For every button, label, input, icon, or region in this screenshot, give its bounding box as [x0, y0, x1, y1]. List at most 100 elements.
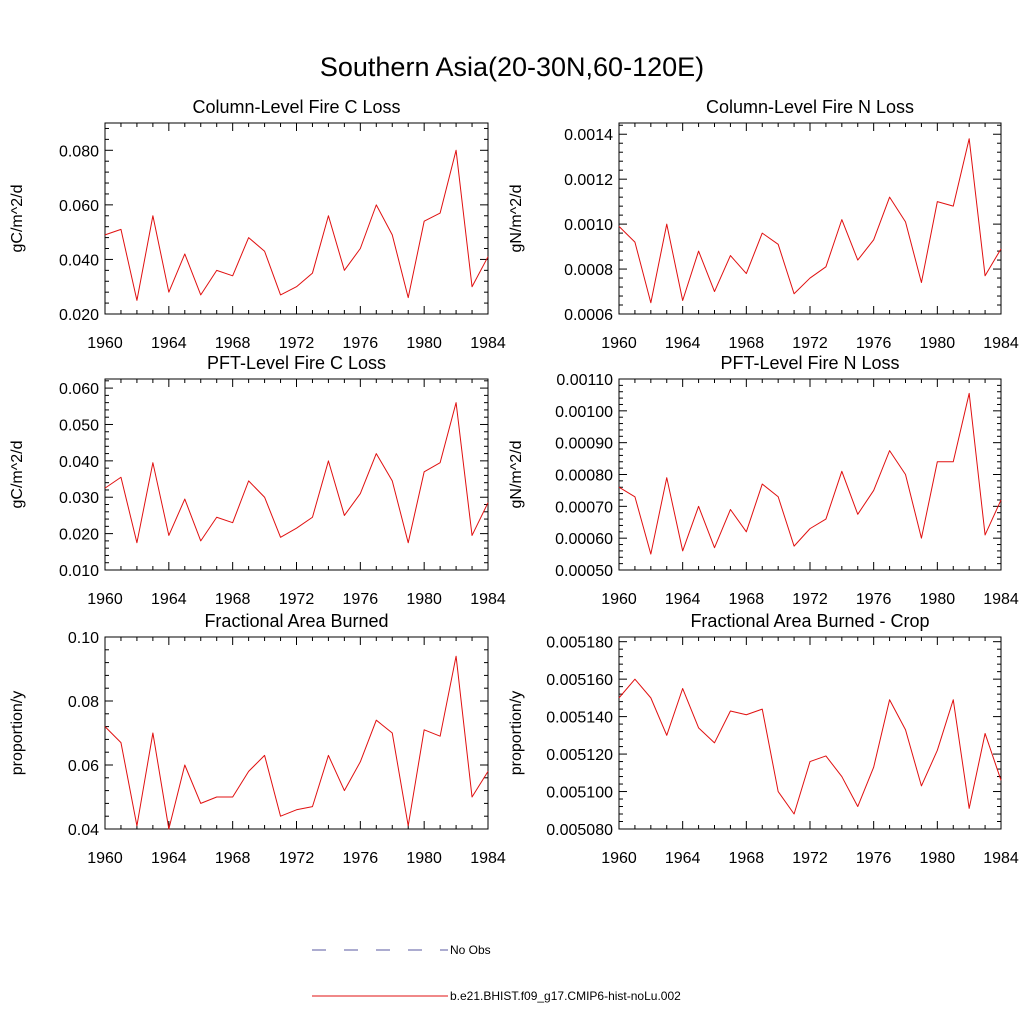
y-tick-label: 0.0008: [564, 262, 613, 279]
x-tick-label: 1960: [87, 591, 123, 608]
x-tick-label: 1980: [920, 335, 956, 352]
figure-title: Southern Asia(20-30N,60-120E): [320, 52, 704, 82]
plot-frame: [104, 636, 489, 830]
x-tick-label: 1980: [406, 591, 442, 608]
y-tick-label: 0.00100: [555, 404, 613, 421]
y-axis-label: gC/m^2/d: [9, 441, 26, 509]
x-tick-label: 1968: [215, 591, 251, 608]
x-tick-label: 1964: [665, 850, 701, 867]
y-tick-label: 0.0006: [564, 307, 613, 324]
y-tick-label: 0.020: [59, 307, 99, 324]
y-tick-label: 0.005140: [546, 710, 613, 727]
y-tick-label: 0.00110: [556, 372, 613, 389]
x-tick-label: 1984: [983, 591, 1019, 608]
y-tick-label: 0.060: [59, 381, 99, 398]
x-tick-label: 1960: [601, 335, 637, 352]
legend-obs-label: No Obs: [450, 943, 491, 957]
panel-title: Fractional Area Burned: [204, 611, 388, 631]
x-tick-label: 1976: [856, 591, 892, 608]
y-tick-label: 0.00050: [555, 563, 613, 580]
x-tick-label: 1968: [729, 591, 765, 608]
x-tick-label: 1964: [665, 335, 701, 352]
y-tick-label: 0.00090: [555, 436, 613, 453]
y-tick-label: 0.080: [59, 143, 99, 160]
legend: No Obs b.e21.BHIST.f09_g17.CMIP6-hist-no…: [312, 943, 681, 1003]
x-tick-label: 1964: [151, 591, 187, 608]
x-tick-label: 1984: [983, 850, 1019, 867]
panels-group: 1960 1964 1968 1972 1976 1980 1984 0.020 0.040 0.…: [9, 97, 1019, 867]
panel-title: Fractional Area Burned - Crop: [690, 611, 929, 631]
x-tick-label: 1968: [729, 335, 765, 352]
x-tick-label: 1972: [792, 591, 828, 608]
y-tick-label: 0.040: [59, 252, 99, 269]
x-tick-label: 1968: [215, 335, 251, 352]
panel-title: PFT-Level Fire C Loss: [207, 353, 386, 373]
y-tick-label: 0.040: [59, 454, 99, 471]
x-tick-label: 1980: [920, 850, 956, 867]
x-tick-label: 1984: [470, 591, 506, 608]
y-tick-label: 0.00070: [555, 499, 613, 516]
panel-title: Column-Level Fire N Loss: [706, 97, 914, 117]
y-tick-label: 0.060: [59, 198, 99, 215]
x-tick-label: 1984: [470, 335, 506, 352]
x-tick-label: 1972: [279, 850, 315, 867]
x-tick-label: 1960: [87, 335, 123, 352]
y-axis-label: proportion/y: [9, 691, 26, 776]
x-tick-label: 1972: [792, 850, 828, 867]
x-tick-label: 1980: [406, 335, 442, 352]
x-tick-label: 1960: [601, 591, 637, 608]
y-tick-label: 0.00060: [555, 531, 613, 548]
panel-title: Column-Level Fire C Loss: [192, 97, 400, 117]
x-tick-label: 1960: [87, 850, 123, 867]
x-tick-label: 1968: [729, 850, 765, 867]
y-tick-label: 0.10: [68, 630, 99, 647]
plot-frame: [618, 636, 1002, 830]
x-tick-label: 1964: [151, 850, 187, 867]
y-tick-label: 0.0012: [564, 172, 613, 189]
y-axis-label: gN/m^2/d: [508, 441, 525, 509]
legend-model-label: b.e21.BHIST.f09_g17.CMIP6-hist-noLu.002: [450, 989, 681, 1003]
x-tick-label: 1984: [983, 335, 1019, 352]
x-tick-label: 1964: [151, 335, 187, 352]
series-line-1: [104, 149, 489, 301]
y-tick-label: 0.005160: [546, 672, 613, 689]
y-axis-label: gC/m^2/d: [9, 185, 26, 253]
x-tick-label: 1972: [279, 591, 315, 608]
series-line-1: [104, 402, 489, 544]
y-axis-label: proportion/y: [508, 691, 525, 776]
series-line-1: [618, 138, 1002, 304]
y-tick-label: 0.0010: [564, 217, 613, 234]
y-tick-label: 0.0014: [564, 127, 613, 144]
plot-frame: [618, 122, 1002, 315]
y-tick-label: 0.00080: [555, 468, 613, 485]
series-line-1: [618, 392, 1002, 555]
chart-panel-5: 1960 1964 1968 1972 1976 1980 1984 0.04 0.06 0.08…: [9, 611, 506, 867]
series-line-1: [104, 655, 489, 830]
chart-panel-2: 1960 1964 1968 1972 1976 1980 1984 0.0006 0.0008…: [508, 97, 1019, 352]
y-tick-label: 0.050: [59, 417, 99, 434]
chart-panel-3: 1960 1964 1968 1972 1976 1980 1984 0.010 0.020 0.…: [9, 353, 506, 608]
y-tick-label: 0.010: [59, 563, 99, 580]
chart-panel-6: 1960 1964 1968 1972 1976 1980 1984 0.005080 0.00…: [508, 611, 1019, 867]
y-axis-label: gN/m^2/d: [508, 185, 525, 253]
x-tick-label: 1960: [601, 850, 637, 867]
y-tick-label: 0.005120: [546, 747, 613, 764]
plot-frame: [618, 378, 1002, 571]
y-tick-label: 0.04: [68, 822, 99, 839]
x-tick-label: 1980: [920, 591, 956, 608]
x-tick-label: 1976: [856, 850, 892, 867]
plot-frame: [104, 378, 489, 571]
y-tick-label: 0.020: [59, 527, 99, 544]
y-tick-label: 0.08: [68, 694, 99, 711]
x-tick-label: 1976: [343, 335, 379, 352]
x-tick-label: 1972: [279, 335, 315, 352]
panel-title: PFT-Level Fire N Loss: [720, 353, 899, 373]
series-line-1: [618, 678, 1002, 815]
x-tick-label: 1976: [343, 850, 379, 867]
y-tick-label: 0.005100: [546, 785, 613, 802]
x-tick-label: 1976: [856, 335, 892, 352]
y-tick-label: 0.005180: [546, 635, 613, 652]
chart-panel-1: 1960 1964 1968 1972 1976 1980 1984 0.020 0.040 0.…: [9, 97, 506, 352]
x-tick-label: 1972: [792, 335, 828, 352]
